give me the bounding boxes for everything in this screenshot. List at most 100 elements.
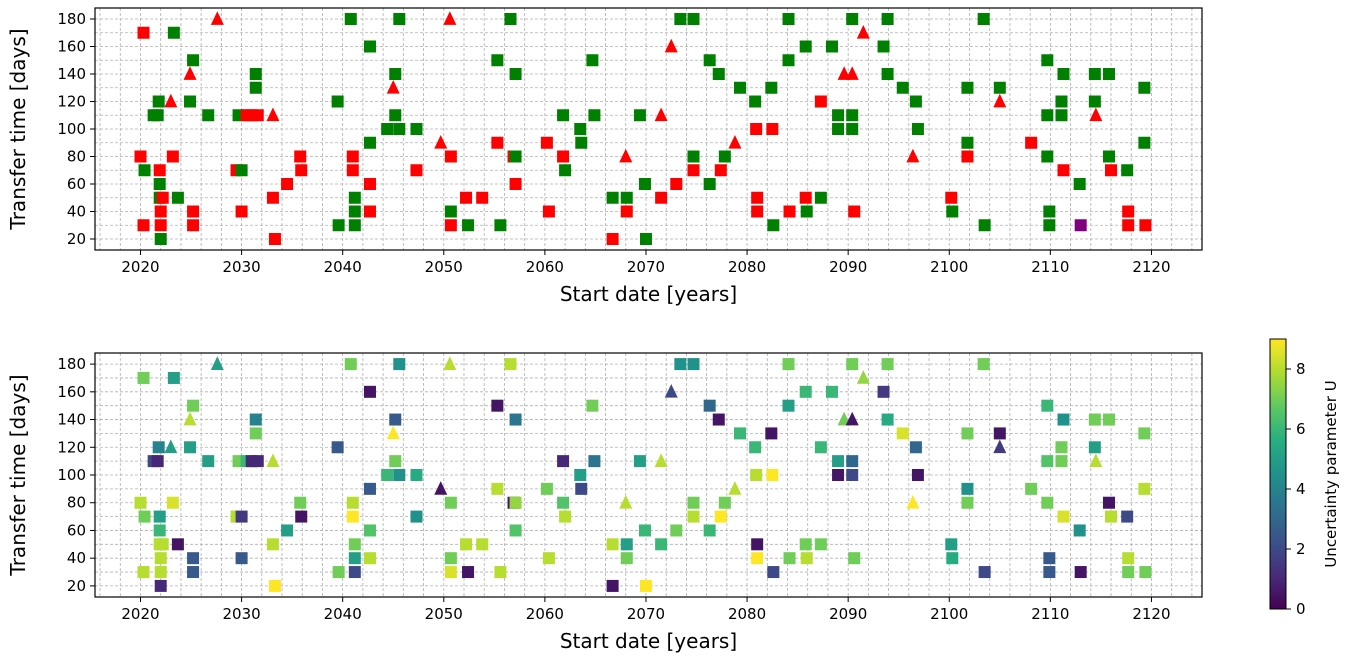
data-point-square — [1055, 95, 1068, 108]
data-point-square — [348, 205, 361, 218]
data-point-square — [896, 427, 909, 440]
data-point-square — [294, 496, 307, 509]
y-tick-label: 120 — [57, 438, 86, 456]
data-point-square — [171, 191, 184, 204]
y-tick-label: 20 — [67, 577, 86, 595]
data-point-square — [249, 427, 262, 440]
data-point-square — [494, 219, 507, 232]
data-point-square — [633, 455, 646, 468]
data-point-square — [961, 482, 974, 495]
data-point-square — [703, 178, 716, 190]
x-tick-label: 2020 — [121, 258, 159, 276]
data-point-square — [751, 205, 764, 218]
data-point-square — [202, 109, 215, 122]
data-point-triangle — [619, 148, 633, 163]
data-point-square — [703, 399, 716, 412]
data-point-triangle — [906, 148, 920, 163]
data-point-square — [733, 81, 746, 94]
data-point-square — [712, 413, 725, 426]
bottom-scatter-plot: 2020 2030 2040 2050 2060 2070 2080 2090 2100 2110… — [6, 352, 1203, 653]
data-point-square — [733, 427, 746, 440]
data-point-square — [1057, 164, 1070, 177]
data-point-square — [509, 496, 522, 509]
data-point-triangle — [845, 66, 859, 80]
data-point-triangle — [266, 107, 280, 122]
data-point-square — [1138, 427, 1151, 440]
x-tick-label: 2050 — [425, 605, 463, 623]
colorbar-gradient — [1269, 338, 1287, 610]
data-point-triangle — [654, 453, 668, 467]
data-point-square — [153, 524, 166, 537]
data-point-square — [476, 191, 489, 204]
y-axis-label: Transfer time [days] — [6, 28, 30, 230]
data-points — [134, 356, 1152, 592]
data-point-square — [295, 164, 308, 177]
data-point-square — [783, 205, 796, 218]
data-point-square — [251, 109, 264, 122]
data-point-square — [703, 54, 716, 67]
data-point-square — [638, 524, 651, 537]
data-point-square — [152, 441, 165, 454]
data-point-square — [491, 54, 504, 67]
data-point-square — [557, 109, 570, 122]
data-point-square — [881, 13, 894, 25]
y-tick-label: 140 — [57, 411, 86, 429]
y-tick-label: 80 — [67, 494, 86, 512]
data-point-triangle — [1089, 453, 1103, 467]
data-point-triangle — [183, 66, 197, 80]
data-point-square — [137, 566, 150, 579]
data-point-square — [348, 552, 361, 565]
x-tick-label: 2110 — [1031, 605, 1069, 623]
data-point-square — [1088, 441, 1101, 454]
data-point-square — [799, 40, 812, 53]
data-point-square — [825, 40, 838, 53]
data-point-triangle — [654, 107, 668, 122]
data-point-square — [331, 95, 344, 108]
y-tick-label: 20 — [67, 230, 86, 248]
data-point-square — [249, 81, 262, 94]
data-point-square — [687, 150, 700, 163]
data-point-square — [151, 455, 164, 468]
data-point-square — [509, 150, 522, 163]
x-tick-label: 2090 — [829, 258, 867, 276]
data-point-square — [444, 552, 457, 565]
x-tick-label: 2080 — [728, 258, 766, 276]
data-point-square — [245, 109, 258, 122]
colorbar-tick-label: 4 — [1296, 480, 1306, 498]
y-tick-label: 120 — [57, 93, 86, 111]
data-point-square — [993, 427, 1006, 440]
data-point-square — [171, 538, 184, 551]
data-point-square — [718, 496, 731, 509]
data-point-square — [1139, 566, 1152, 579]
data-point-triangle — [619, 494, 633, 509]
data-point-square — [540, 482, 553, 495]
data-point-square — [462, 566, 475, 579]
data-point-square — [542, 205, 555, 218]
data-point-square — [542, 552, 555, 565]
data-point-square — [167, 26, 180, 39]
data-point-square — [154, 233, 167, 245]
colorbar-label: Uncertainty parameter U — [1322, 380, 1340, 567]
data-point-square — [750, 123, 763, 135]
data-point-square — [1138, 136, 1151, 149]
data-point-square — [586, 54, 599, 67]
data-point-square — [751, 552, 764, 565]
data-point-square — [281, 178, 294, 190]
data-point-square — [714, 164, 727, 177]
colorbar-tick-label: 8 — [1296, 360, 1306, 378]
data-point-square — [363, 40, 376, 53]
data-point-square — [348, 191, 361, 204]
data-point-square — [832, 109, 845, 122]
data-point-square — [687, 496, 700, 509]
data-point-square — [1057, 510, 1070, 523]
data-point-square — [393, 469, 406, 481]
data-point-square — [750, 469, 763, 481]
data-point-square — [151, 109, 164, 122]
data-point-square — [814, 441, 827, 454]
data-point-triangle — [386, 425, 400, 440]
data-point-triangle — [993, 93, 1007, 108]
data-point-square — [509, 178, 522, 190]
data-point-triangle — [164, 439, 178, 454]
data-point-square — [389, 455, 402, 468]
